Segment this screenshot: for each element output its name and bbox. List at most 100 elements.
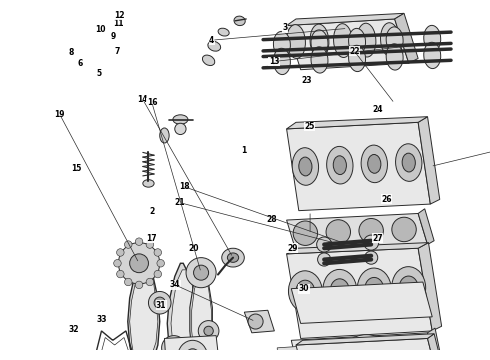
Ellipse shape <box>364 235 379 250</box>
Ellipse shape <box>119 243 160 284</box>
Ellipse shape <box>227 253 239 262</box>
Polygon shape <box>418 209 434 244</box>
Text: 3: 3 <box>283 23 288 32</box>
Polygon shape <box>428 334 443 360</box>
Ellipse shape <box>146 241 154 248</box>
Ellipse shape <box>317 237 332 252</box>
Ellipse shape <box>311 30 328 56</box>
Ellipse shape <box>143 180 154 187</box>
Ellipse shape <box>135 351 143 358</box>
Ellipse shape <box>326 220 350 244</box>
Text: 18: 18 <box>179 182 190 191</box>
Ellipse shape <box>424 25 441 51</box>
Ellipse shape <box>289 271 322 312</box>
Ellipse shape <box>310 24 329 58</box>
Ellipse shape <box>124 241 132 248</box>
Ellipse shape <box>386 44 403 70</box>
Ellipse shape <box>154 297 166 309</box>
Text: 6: 6 <box>78 59 83 68</box>
Ellipse shape <box>148 292 171 314</box>
Ellipse shape <box>286 355 319 360</box>
Text: 17: 17 <box>147 234 157 243</box>
Ellipse shape <box>299 157 312 176</box>
Ellipse shape <box>135 281 143 289</box>
Polygon shape <box>128 260 160 360</box>
Ellipse shape <box>392 217 416 242</box>
Text: 9: 9 <box>110 32 116 41</box>
Ellipse shape <box>184 344 218 360</box>
Text: 21: 21 <box>174 198 185 207</box>
Polygon shape <box>282 355 327 360</box>
Ellipse shape <box>168 342 179 354</box>
Polygon shape <box>167 263 197 360</box>
Polygon shape <box>192 276 211 357</box>
Polygon shape <box>428 328 443 360</box>
Text: 34: 34 <box>170 280 180 289</box>
Ellipse shape <box>218 28 229 36</box>
Polygon shape <box>418 117 440 204</box>
Ellipse shape <box>365 278 384 300</box>
Text: 30: 30 <box>298 284 309 293</box>
Ellipse shape <box>348 45 366 72</box>
Polygon shape <box>277 345 324 360</box>
Text: 8: 8 <box>69 48 74 57</box>
Ellipse shape <box>357 268 391 309</box>
Text: 4: 4 <box>209 36 215 45</box>
Ellipse shape <box>361 145 388 183</box>
Ellipse shape <box>311 47 328 73</box>
Text: 22: 22 <box>349 47 360 56</box>
Ellipse shape <box>135 238 143 246</box>
Text: 26: 26 <box>382 195 392 204</box>
Ellipse shape <box>386 27 403 53</box>
Text: 27: 27 <box>372 234 383 243</box>
Polygon shape <box>287 13 404 26</box>
Ellipse shape <box>395 144 422 181</box>
Polygon shape <box>287 248 432 338</box>
Text: 23: 23 <box>301 76 312 85</box>
Text: 12: 12 <box>115 11 125 20</box>
Ellipse shape <box>323 269 357 311</box>
Polygon shape <box>291 282 432 323</box>
Text: 16: 16 <box>147 98 157 107</box>
Polygon shape <box>245 310 274 333</box>
Ellipse shape <box>351 344 382 360</box>
Text: 11: 11 <box>114 19 124 28</box>
Polygon shape <box>291 333 437 360</box>
Ellipse shape <box>173 115 188 124</box>
Ellipse shape <box>381 23 399 57</box>
Text: 5: 5 <box>97 68 101 77</box>
Text: 25: 25 <box>304 122 315 131</box>
Text: 29: 29 <box>287 244 297 253</box>
Ellipse shape <box>359 219 383 243</box>
Ellipse shape <box>146 278 154 286</box>
Ellipse shape <box>177 340 208 360</box>
Polygon shape <box>165 336 221 360</box>
Polygon shape <box>394 13 418 63</box>
Ellipse shape <box>208 41 220 51</box>
Ellipse shape <box>204 326 213 336</box>
Text: 1: 1 <box>242 146 246 155</box>
Polygon shape <box>130 267 158 360</box>
Text: 15: 15 <box>71 164 81 173</box>
Ellipse shape <box>357 23 376 57</box>
Ellipse shape <box>424 42 441 68</box>
Ellipse shape <box>117 249 124 256</box>
Text: 20: 20 <box>188 244 198 253</box>
Polygon shape <box>287 122 430 211</box>
Ellipse shape <box>348 28 366 55</box>
Ellipse shape <box>114 260 121 267</box>
Ellipse shape <box>365 251 378 264</box>
Ellipse shape <box>340 335 393 360</box>
Text: 7: 7 <box>115 47 120 56</box>
Ellipse shape <box>327 147 353 184</box>
Text: 19: 19 <box>54 110 65 119</box>
Ellipse shape <box>147 354 154 360</box>
Ellipse shape <box>333 156 346 175</box>
Ellipse shape <box>330 279 349 301</box>
Ellipse shape <box>399 276 418 298</box>
Polygon shape <box>171 270 197 360</box>
Ellipse shape <box>293 221 318 246</box>
Ellipse shape <box>273 31 291 58</box>
Ellipse shape <box>175 123 186 135</box>
Ellipse shape <box>292 148 318 185</box>
